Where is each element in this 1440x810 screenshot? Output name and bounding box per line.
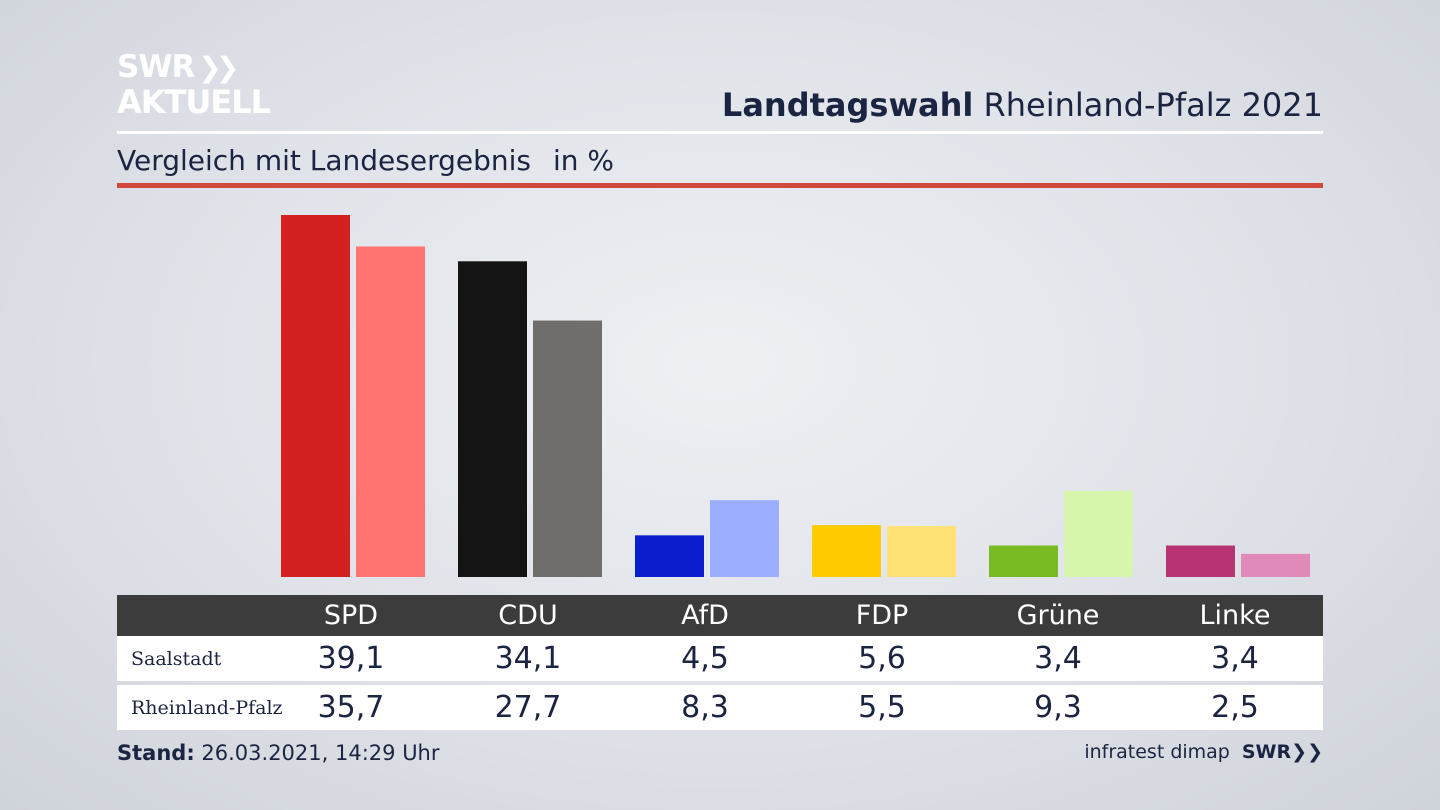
bar-afd-rlp	[710, 500, 779, 577]
title-bold: Landtagswahl	[721, 86, 974, 124]
bar-spd-rlp	[356, 246, 425, 577]
double-chevron-icon: ❯❯	[198, 50, 239, 84]
bar-linke-rlp	[1241, 553, 1310, 577]
subtitle-text: Vergleich mit Landesergebnis	[117, 144, 531, 177]
value-cell: 2,5	[1211, 690, 1259, 725]
value-cell: 9,3	[1034, 690, 1082, 725]
page-title: Landtagswahl Rheinland-Pfalz 2021	[722, 86, 1323, 124]
value-cell: 39,1	[317, 641, 385, 676]
title-divider	[117, 131, 1323, 134]
title-rest: Rheinland-Pfalz 2021	[983, 86, 1323, 124]
bar-fdp-rlp	[887, 526, 956, 577]
logo-swr-text: SWR	[117, 49, 195, 85]
bar-afd-saalstadt	[635, 535, 704, 577]
bar-gruene-saalstadt	[989, 545, 1058, 577]
stand-label: Stand:	[117, 741, 195, 765]
chart-subtitle: Vergleich mit Landesergebnis in %	[117, 144, 614, 177]
results-table: SPD CDU AfD FDP Grüne Linke Saalstadt 39,1 34,…	[117, 595, 1323, 730]
value-cell: 35,7	[317, 690, 385, 725]
table-header: SPD CDU AfD FDP Grüne Linke	[117, 595, 1323, 636]
accent-rule	[117, 183, 1323, 188]
header-fdp: FDP	[855, 600, 909, 631]
value-cell: 5,6	[858, 641, 906, 676]
bar-linke-saalstadt	[1166, 545, 1235, 577]
value-cell: 3,4	[1211, 641, 1259, 676]
double-chevron-icon: ❯❯	[1291, 741, 1323, 763]
table-row-rheinland-pfalz: Rheinland-Pfalz 35,7 27,7 8,3 5,5 9,3 2,5	[117, 685, 1323, 730]
logo-aktuell-text: AKTUELL	[117, 83, 271, 121]
bar-fdp-saalstadt	[812, 525, 881, 577]
header-linke: Linke	[1199, 600, 1271, 631]
bar-gruene-rlp	[1064, 490, 1133, 577]
header-grüne: Grüne	[1016, 600, 1100, 631]
row-label: Saalstadt	[131, 647, 222, 670]
table-row-saalstadt: Saalstadt 39,1 34,1 4,5 5,6 3,4 3,4	[117, 636, 1323, 681]
value-cell: 5,5	[858, 690, 906, 725]
header-cdu: CDU	[498, 600, 558, 631]
row-label: Rheinland-Pfalz	[131, 696, 283, 719]
bar-cdu-rlp	[533, 320, 602, 577]
bar-spd-saalstadt	[281, 215, 350, 577]
stand-timestamp: Stand: 26.03.2021, 14:29 Uhr	[117, 741, 440, 765]
source-text: infratest dimap	[1084, 741, 1230, 763]
value-cell: 4,5	[681, 641, 729, 676]
value-cell: 27,7	[494, 690, 562, 725]
value-cell: 8,3	[681, 690, 729, 725]
header-afd: AfD	[681, 600, 729, 631]
source-credit: infratest dimap SWR❯❯	[1084, 741, 1323, 763]
unit-label: in %	[552, 144, 615, 177]
stand-value: 26.03.2021, 14:29 Uhr	[201, 741, 440, 765]
bar-cdu-saalstadt	[458, 261, 527, 577]
swr-aktuell-logo: SWR ❯❯ AKTUELL	[117, 49, 271, 121]
header-spd: SPD	[323, 600, 379, 631]
value-cell: 3,4	[1034, 641, 1082, 676]
value-cell: 34,1	[494, 641, 562, 676]
swr-small-logo: SWR❯❯	[1241, 741, 1323, 763]
